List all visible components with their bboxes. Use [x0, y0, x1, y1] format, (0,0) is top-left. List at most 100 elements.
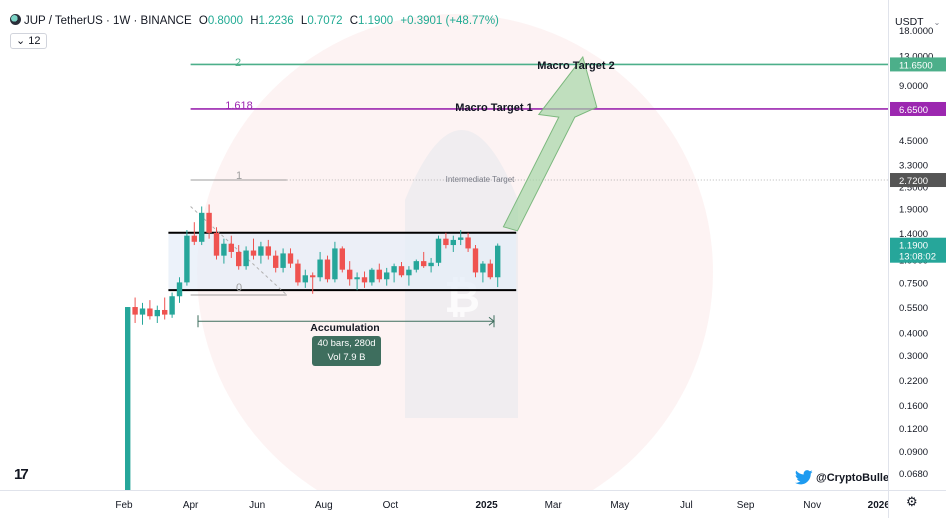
twitter-bird-icon — [794, 470, 813, 485]
price-axis[interactable]: 18.000013.00009.00006.50004.50003.30002.… — [888, 0, 946, 490]
chevron-down-icon: ⌄ — [933, 18, 941, 27]
current-price-tag-bg — [890, 237, 946, 263]
candles — [125, 204, 501, 490]
low-label: L — [300, 15, 308, 27]
price-tick-label: 0.7500 — [899, 278, 928, 289]
symbol-title: JUP / TetherUS · 1W · BINANCE — [24, 15, 192, 27]
fib-trend-line — [190, 206, 288, 296]
candle-body — [199, 212, 205, 242]
current-price-label: 1.1900 — [899, 241, 928, 252]
fib-1618-label: 1.618 — [225, 100, 253, 112]
open-value: 0.8000 — [207, 15, 243, 27]
candle-body — [302, 275, 308, 283]
price-tick-label: 1.9000 — [899, 205, 928, 216]
candle-body — [236, 251, 242, 267]
chart-area[interactable]: ₿ Macro Target 2 Macro Target 1 Intermed… — [0, 0, 888, 490]
candle-body — [472, 248, 479, 273]
time-tick-label: Apr — [183, 500, 199, 511]
time-tick-label: Feb — [115, 500, 133, 511]
price-tick-label: 0.4000 — [899, 328, 928, 339]
time-tick-label: Nov — [803, 500, 821, 511]
candle-body — [250, 250, 257, 256]
candle-body — [495, 245, 501, 278]
price-tick-label: 1.4000 — [899, 229, 928, 240]
candle-body — [154, 309, 160, 317]
price-tick-label: 0.1600 — [899, 401, 928, 412]
date-range-measure — [197, 315, 495, 328]
candle-body — [339, 248, 345, 270]
macro-target-2-label: Macro Target 2 — [537, 60, 614, 72]
candle-body — [391, 266, 397, 273]
candle-body — [169, 296, 175, 315]
intermediate-target-label: Intermediate Target — [446, 175, 516, 184]
time-tick-label: Mar — [545, 500, 563, 511]
price-tag-label: 11.6500 — [899, 60, 933, 71]
candle-body — [435, 238, 442, 263]
candle-body — [361, 277, 368, 283]
candle-body — [398, 266, 405, 276]
indicator-collapse-button[interactable]: ⌄ 12 — [10, 33, 47, 49]
price-tick-label: 2.5000 — [899, 183, 928, 194]
measure-tooltip: 40 bars, 280d Vol 7.9 B — [312, 336, 381, 366]
candle-body — [139, 308, 146, 315]
price-tick-label: 18.0000 — [899, 26, 933, 37]
twitter-credit: @CryptoBullet1 — [794, 470, 888, 485]
candle-body — [406, 269, 412, 276]
change-value: +0.3901 (+48.77%) — [400, 15, 499, 27]
low-value: 0.7072 — [307, 15, 343, 27]
price-tag-bg — [890, 57, 946, 72]
candle-body — [191, 235, 197, 242]
candle-body — [243, 250, 249, 267]
candle-body — [458, 237, 464, 240]
price-tick-label: 0.1200 — [899, 424, 928, 435]
time-axis[interactable]: Feb Apr Jun Aug Oct 2025 Mar May Jul Sep Nov 2026 — [0, 490, 890, 518]
arrow-shape — [502, 55, 598, 232]
candle-body — [258, 246, 264, 256]
currency-selector[interactable]: USDT ⌄ — [895, 16, 940, 28]
candle-body — [443, 238, 449, 246]
price-tick-label: 0.0900 — [899, 447, 928, 458]
candle-body — [347, 269, 353, 280]
price-tag-label: 2.7200 — [899, 176, 928, 187]
candle-body — [384, 272, 390, 280]
price-tick-label: 4.5000 — [899, 136, 928, 147]
price-tick-label: 13.0000 — [899, 52, 933, 63]
annotations: Macro Target 2 Macro Target 1 Intermedia… — [225, 57, 614, 334]
measure-volume: Vol 7.9 B — [327, 352, 366, 363]
candlestick-chart[interactable]: ₿ Macro Target 2 Macro Target 1 Intermed… — [0, 0, 888, 490]
time-tick-label: 2026 — [868, 500, 888, 511]
candle-body — [376, 269, 382, 280]
tradingview-logo[interactable]: 17 — [14, 466, 29, 483]
candle-body — [273, 255, 279, 268]
fib-0-label: 0 — [236, 282, 242, 294]
fib-2-label: 2 — [235, 57, 241, 69]
jup-logo-icon — [10, 14, 21, 25]
fib-levels — [190, 63, 888, 296]
candle-body — [310, 275, 316, 278]
candle-body — [132, 307, 138, 315]
measure-bars: 40 bars, 280d — [317, 338, 376, 349]
target-arrow — [502, 55, 598, 232]
candle-body — [280, 253, 286, 268]
candle-body — [162, 309, 168, 315]
countdown-label: 13:08:02 — [899, 252, 936, 263]
price-tick-label: 3.3000 — [899, 161, 928, 172]
candle-body — [221, 243, 227, 256]
candle-body — [265, 246, 271, 256]
candle-body — [324, 259, 331, 280]
symbol-legend: JUP / TetherUS · 1W · BINANCE O0.8000 H1… — [10, 14, 499, 27]
candle-body — [450, 239, 456, 246]
candle-body — [487, 263, 493, 278]
price-tick-label: 0.2200 — [899, 376, 928, 387]
time-axis-svg: Feb Apr Jun Aug Oct 2025 Mar May Jul Sep Nov 2026 — [115, 500, 890, 511]
candle-body — [147, 308, 153, 317]
axis-corner — [888, 490, 946, 518]
candle-body — [176, 282, 183, 297]
open-label: O — [198, 15, 208, 27]
settings-gear-icon[interactable]: ⚙ — [906, 494, 918, 509]
price-tick-label: 0.3000 — [899, 351, 928, 362]
measure-arrowhead — [488, 316, 495, 326]
price-tag-bg — [890, 101, 946, 116]
candle-body — [465, 237, 471, 249]
time-tick-label: Oct — [383, 500, 399, 511]
